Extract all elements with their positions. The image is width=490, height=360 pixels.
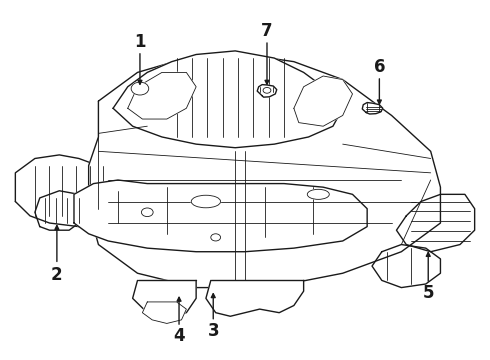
Circle shape <box>263 87 271 93</box>
Circle shape <box>142 208 153 217</box>
Polygon shape <box>206 280 304 316</box>
Polygon shape <box>362 103 383 114</box>
Polygon shape <box>74 180 367 252</box>
Circle shape <box>131 82 149 95</box>
Text: 7: 7 <box>261 22 273 40</box>
Ellipse shape <box>307 189 329 199</box>
Polygon shape <box>294 76 352 126</box>
Text: 1: 1 <box>134 33 146 51</box>
Text: 3: 3 <box>207 321 219 339</box>
Polygon shape <box>35 191 89 230</box>
Text: 2: 2 <box>51 266 63 284</box>
Polygon shape <box>396 194 475 252</box>
Polygon shape <box>133 280 196 316</box>
Ellipse shape <box>191 195 220 208</box>
Circle shape <box>211 234 220 241</box>
Text: 6: 6 <box>373 58 385 76</box>
Polygon shape <box>113 51 343 148</box>
Polygon shape <box>128 72 196 119</box>
Polygon shape <box>257 85 277 97</box>
Text: 5: 5 <box>422 284 434 302</box>
Text: 4: 4 <box>173 327 185 345</box>
Polygon shape <box>372 244 441 288</box>
Polygon shape <box>15 155 133 226</box>
Polygon shape <box>89 54 441 288</box>
Polygon shape <box>143 302 186 323</box>
